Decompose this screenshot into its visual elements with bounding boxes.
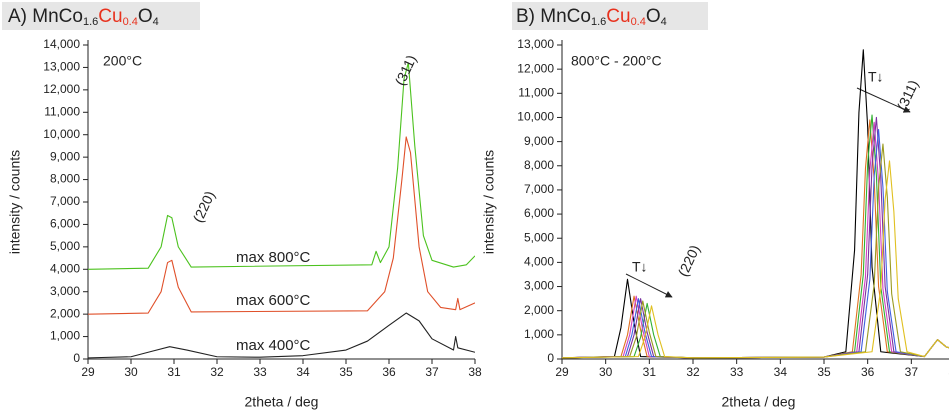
plot-area xyxy=(88,62,475,359)
title-part: O xyxy=(646,6,661,27)
annotation: T↓ xyxy=(632,259,648,275)
series-label: max 400°C xyxy=(236,337,311,354)
y-tick-label: 2,000 xyxy=(50,306,80,320)
annotation: (220) xyxy=(675,242,703,278)
title-part: 0.4 xyxy=(123,16,138,28)
x-tick-label: 34 xyxy=(296,365,310,379)
y-tick-label: 0 xyxy=(547,351,554,365)
y-tick-label: 13,000 xyxy=(43,60,80,74)
series-label: max 600°C xyxy=(236,292,311,309)
title-bg xyxy=(2,2,200,30)
annotation: 200°C xyxy=(103,53,142,69)
y-tick-label: 7,000 xyxy=(524,182,554,196)
annotation: (220) xyxy=(190,188,218,224)
title-part: B) MnCo xyxy=(516,6,591,27)
x-tick-label: 30 xyxy=(599,365,613,379)
x-tick-label: 34 xyxy=(774,365,788,379)
y-tick-label: 9,000 xyxy=(50,149,80,163)
title-part: 0.4 xyxy=(631,16,646,28)
panel-title: B) MnCo1.6Cu0.4O4 xyxy=(516,6,667,28)
x-tick-label: 38 xyxy=(468,365,482,379)
x-tick-label: 31 xyxy=(643,365,657,379)
series-line xyxy=(562,121,949,359)
x-tick-label: 36 xyxy=(382,365,396,379)
arrow xyxy=(625,273,673,298)
y-tick-label: 11,000 xyxy=(44,104,80,118)
x-axis-label: 2theta / deg xyxy=(245,394,319,410)
x-tick-label: 32 xyxy=(686,365,700,379)
title-part: 4 xyxy=(661,16,667,28)
series-label: max 800°C xyxy=(236,249,311,266)
x-axis-label: 2theta / deg xyxy=(722,394,796,410)
x-tick-label: 30 xyxy=(124,365,138,379)
panel-title: A) MnCo1.6Cu0.4O4 xyxy=(8,6,159,28)
x-tick-label: 37 xyxy=(425,365,439,379)
title-part: Cu xyxy=(98,6,122,27)
annotation: (311) xyxy=(894,77,922,112)
series-line xyxy=(562,116,949,359)
x-tick-label: 32 xyxy=(210,365,224,379)
series-line xyxy=(88,136,475,315)
annotation: (311) xyxy=(392,52,420,87)
series-line xyxy=(562,119,949,359)
title-part: O xyxy=(138,6,153,27)
x-tick-label: 33 xyxy=(730,365,744,379)
series-line xyxy=(88,312,475,359)
y-tick-label: 9,000 xyxy=(524,134,554,148)
series-line xyxy=(88,62,475,270)
y-tick-label: 13,000 xyxy=(517,37,554,51)
y-tick-label: 10,000 xyxy=(43,127,80,141)
y-tick-label: 11,000 xyxy=(518,85,554,99)
y-tick-label: 14,000 xyxy=(43,37,80,51)
y-tick-label: 12,000 xyxy=(43,82,80,96)
annotation: T↓ xyxy=(868,69,884,85)
y-tick-label: 2,000 xyxy=(524,303,554,317)
x-tick-label: 37 xyxy=(905,365,919,379)
y-tick-label: 6,000 xyxy=(524,206,554,220)
title-part: 1.6 xyxy=(83,16,98,28)
y-tick-label: 4,000 xyxy=(524,255,554,269)
y-axis-label: intensity / counts xyxy=(481,150,497,254)
y-tick-label: 3,000 xyxy=(524,279,554,293)
y-tick-label: 12,000 xyxy=(517,61,554,75)
y-tick-label: 7,000 xyxy=(50,194,80,208)
x-tick-label: 31 xyxy=(167,365,181,379)
title-part: A) MnCo xyxy=(8,6,83,27)
y-axis-label: intensity / counts xyxy=(7,150,23,254)
series-line xyxy=(562,49,949,359)
y-tick-label: 10,000 xyxy=(517,110,554,124)
y-tick-label: 4,000 xyxy=(50,261,80,275)
y-tick-label: 1,000 xyxy=(50,329,80,343)
series-line xyxy=(562,128,949,359)
x-tick-label: 36 xyxy=(861,365,875,379)
title-part: 4 xyxy=(153,16,159,28)
y-tick-label: 8,000 xyxy=(524,158,554,172)
x-tick-label: 35 xyxy=(817,365,831,379)
y-tick-label: 5,000 xyxy=(50,239,80,253)
y-tick-label: 8,000 xyxy=(50,172,80,186)
x-tick-label: 35 xyxy=(339,365,353,379)
series-line xyxy=(562,160,949,359)
series-line xyxy=(562,114,949,359)
y-tick-label: 3,000 xyxy=(50,284,80,298)
y-tick-label: 0 xyxy=(73,351,80,365)
y-tick-label: 5,000 xyxy=(524,230,554,244)
plot-area xyxy=(562,49,949,359)
annotation: 800°C - 200°C xyxy=(571,53,662,69)
x-tick-label: 29 xyxy=(555,365,569,379)
title-bg xyxy=(512,2,708,30)
x-tick-label: 29 xyxy=(81,365,95,379)
y-tick-label: 1,000 xyxy=(524,327,554,341)
y-tick-label: 6,000 xyxy=(50,217,80,231)
title-part: 1.6 xyxy=(591,16,606,28)
title-part: Cu xyxy=(606,6,630,27)
x-tick-label: 33 xyxy=(253,365,267,379)
